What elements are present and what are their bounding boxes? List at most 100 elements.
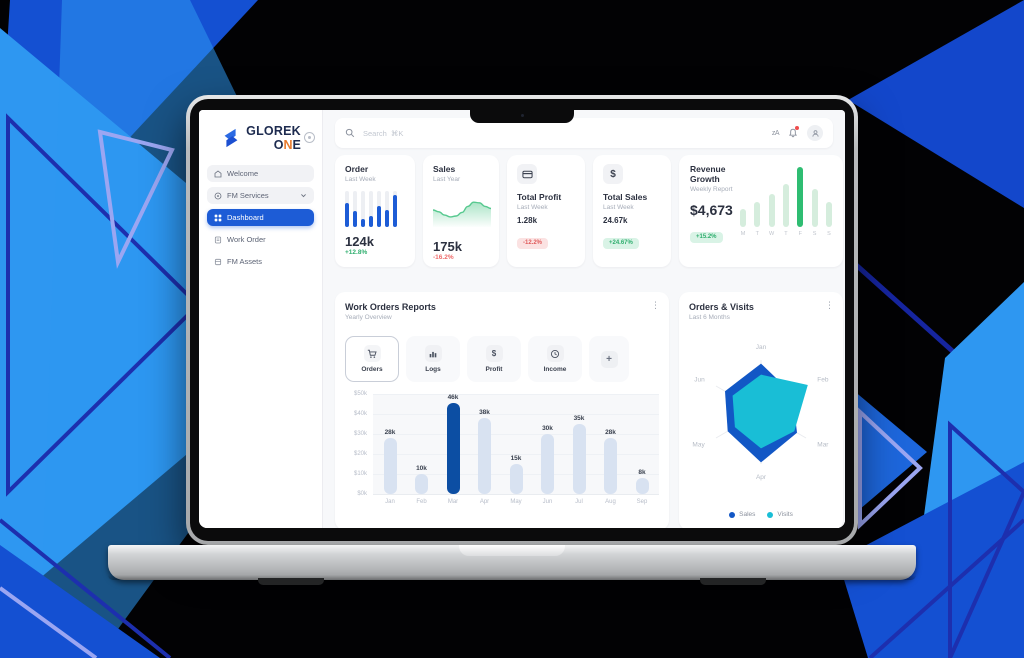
legend-item-sales[interactable]: Sales	[729, 511, 755, 518]
home-icon	[214, 169, 222, 177]
report-tabs: Orders Logs $ Profit	[345, 336, 629, 382]
clock-icon	[546, 345, 564, 362]
search-icon	[345, 128, 355, 138]
sales-value: 175k	[433, 239, 462, 254]
total-profit-value: 1.28k	[517, 216, 538, 225]
sidebar-item-label: FM Assets	[227, 257, 263, 266]
card-subtitle: Last 6 Months	[689, 314, 730, 321]
cart-icon	[363, 345, 381, 362]
sales-sparkline-chart	[432, 201, 492, 227]
bar-column: 10k	[411, 394, 433, 494]
bar-column: 15k	[505, 394, 527, 494]
laptop-screen: GLOREK ONE Welcome FM Services	[186, 95, 858, 545]
laptop-notch	[470, 110, 574, 123]
user-avatar[interactable]	[807, 125, 823, 141]
topbar: ᴢA	[335, 118, 833, 148]
sidebar-item-label: Dashboard	[227, 213, 264, 222]
sales-delta: -16.2%	[433, 254, 454, 261]
card-title: Sales	[433, 164, 456, 174]
sidebar-item-fm-services[interactable]: FM Services	[207, 187, 314, 204]
tab-income[interactable]: Income	[528, 336, 582, 382]
profit-dollar-icon: $	[485, 345, 503, 362]
bar-column: 28k	[379, 394, 401, 494]
sidebar-collapse-button[interactable]	[304, 132, 315, 143]
svg-text:Jun: Jun	[694, 377, 705, 384]
kebab-menu-icon[interactable]: ⋮	[825, 300, 834, 310]
sidebar: GLOREK ONE Welcome FM Services	[199, 110, 323, 528]
sidebar-item-label: Welcome	[227, 169, 259, 178]
card-subtitle: Last Year	[433, 176, 461, 183]
revenue-bar	[768, 194, 775, 227]
revenue-bar	[811, 189, 818, 227]
tab-label: Profit	[485, 366, 503, 373]
sidebar-item-work-order[interactable]: Work Order	[207, 231, 314, 248]
card-title: Orders & Visits	[689, 302, 754, 312]
stat-card-revenue-growth: Revenue Growth Weekly Report $4,673 +15.…	[679, 155, 843, 267]
language-icon[interactable]: ᴢA	[771, 129, 780, 137]
dashboard-icon	[214, 214, 222, 221]
add-report-tab-button[interactable]: +	[589, 336, 629, 382]
tab-label: Logs	[425, 366, 441, 373]
revenue-value: $4,673	[690, 202, 733, 219]
sidebar-item-fm-assets[interactable]: FM Assets	[207, 253, 314, 270]
card-subtitle: Weekly Report	[690, 186, 733, 194]
spark-bar	[369, 191, 373, 227]
person-icon	[811, 129, 819, 137]
plus-icon: +	[600, 350, 618, 368]
revenue-bar	[740, 209, 746, 227]
y-axis-labels: $50k $40k $30k $20k $10k $0k	[353, 391, 367, 497]
tab-label: Income	[543, 366, 567, 373]
svg-text:Jan: Jan	[756, 344, 767, 351]
chevron-down-icon	[301, 194, 306, 198]
brand-name-top: GLOREK	[246, 124, 301, 138]
notifications-button[interactable]	[788, 126, 799, 138]
notification-dot	[795, 126, 799, 130]
sidebar-item-label: FM Services	[227, 191, 269, 200]
bar-column: 46k	[442, 394, 464, 494]
sidebar-menu: Welcome FM Services Dashboard	[199, 165, 322, 270]
svg-text:Feb: Feb	[817, 377, 829, 384]
laptop-base-notch	[459, 545, 565, 556]
stat-card-total-profit: Total Profit Last Week 1.28k -12.2%	[507, 155, 585, 267]
chart-legend: Sales Visits	[679, 511, 843, 518]
sidebar-item-welcome[interactable]: Welcome	[207, 165, 314, 182]
webcam	[521, 114, 524, 117]
dashboard-app: GLOREK ONE Welcome FM Services	[199, 110, 845, 528]
legend-item-visits[interactable]: Visits	[767, 511, 793, 518]
revenue-bar	[797, 167, 804, 227]
tab-orders[interactable]: Orders	[345, 336, 399, 382]
card-subtitle: Last Week	[345, 176, 376, 183]
brand-name-bottom: ONE	[273, 137, 301, 152]
laptop-foot	[258, 578, 324, 585]
spark-bar	[353, 191, 357, 227]
total-sales-value: 24.67k	[603, 216, 628, 225]
work-orders-reports-card: Work Orders Reports Yearly Overview ⋮ Or…	[335, 292, 669, 528]
card-title: Revenue Growth	[690, 164, 726, 185]
revenue-bar	[754, 201, 761, 227]
svg-text:Mar: Mar	[817, 442, 829, 449]
card-title: Work Orders Reports	[345, 302, 436, 312]
card-subtitle: Yearly Overview	[345, 314, 392, 321]
work-order-icon	[214, 236, 222, 243]
sidebar-item-dashboard[interactable]: Dashboard	[207, 209, 314, 226]
bar-column: 8k	[631, 394, 653, 494]
tab-logs[interactable]: Logs	[406, 336, 460, 382]
svg-text:May: May	[692, 442, 705, 449]
spark-bar	[361, 191, 365, 227]
card-subtitle: Last Week	[603, 204, 634, 211]
search-input[interactable]	[361, 127, 515, 139]
brand-logo-icon	[224, 128, 238, 148]
kebab-menu-icon[interactable]: ⋮	[651, 300, 660, 310]
stat-card-total-sales: $ Total Sales Last Week 24.67k +24.67%	[593, 155, 671, 267]
tab-profit[interactable]: $ Profit	[467, 336, 521, 382]
brand-logo: GLOREK ONE	[199, 110, 322, 151]
laptop-foot	[700, 578, 766, 585]
card-title: Total Sales	[603, 192, 648, 202]
services-icon	[214, 192, 222, 199]
revenue-bar	[825, 201, 832, 227]
laptop-base	[108, 545, 916, 585]
card-title: Total Profit	[517, 192, 562, 202]
sales-dot-icon	[729, 511, 736, 518]
bar-column: 28k	[600, 394, 622, 494]
